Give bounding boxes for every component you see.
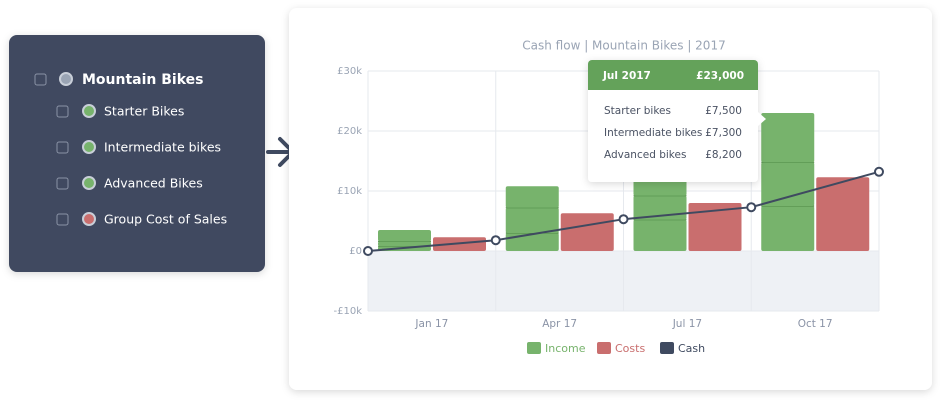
income-bar-segment [761, 206, 815, 251]
legend-label[interactable]: Costs [615, 342, 645, 355]
y-tick-label: £10k [337, 186, 362, 197]
radio[interactable] [59, 72, 73, 86]
tooltip-header [588, 60, 758, 90]
y-tick-label: £30k [337, 66, 362, 77]
panel-item: Starter Bikes [104, 104, 184, 119]
cost-bar [688, 203, 742, 251]
chart-title: Cash flow | Mountain Bikes | 2017 [522, 39, 725, 53]
radio[interactable] [82, 212, 96, 226]
income-bar-segment [761, 113, 815, 163]
panel-item: Advanced Bikes [104, 176, 203, 191]
x-tick-label: Apr 17 [542, 318, 577, 330]
checkbox[interactable] [56, 177, 69, 190]
tooltip-value: £7,500 [705, 105, 742, 117]
panel-item: Intermediate bikes [104, 140, 221, 155]
checkbox[interactable] [56, 213, 69, 226]
panel-item: Group Cost of Sales [104, 212, 227, 227]
cost-bar [816, 177, 870, 251]
tooltip-total: £23,000 [696, 70, 744, 82]
checkbox[interactable] [34, 73, 47, 86]
tooltip-label: Starter bikes [604, 105, 671, 117]
cost-bar [560, 213, 614, 251]
tooltip-box [588, 60, 758, 182]
legend-label[interactable]: Income [545, 342, 586, 355]
radio[interactable] [82, 176, 96, 190]
legend-label[interactable]: Cash [678, 342, 705, 355]
radio[interactable] [82, 104, 96, 118]
legend-swatch[interactable] [597, 342, 611, 354]
tooltip-value: £7,300 [705, 127, 742, 139]
income-bar-segment [505, 186, 559, 208]
checkbox[interactable] [56, 141, 69, 154]
income-bar-segment [761, 162, 815, 206]
y-tick-label: £20k [337, 126, 362, 137]
cash-point [363, 246, 373, 256]
tooltip-title: Jul 2017 [602, 70, 651, 82]
tooltip-label: Intermediate bikes [604, 127, 702, 139]
income-bar-segment [633, 219, 687, 251]
cash-point [746, 202, 757, 213]
income-bar-segment [378, 230, 431, 242]
filter-panel [9, 35, 265, 272]
x-tick-label: Oct 17 [798, 318, 833, 330]
x-tick-label: Jan 17 [414, 318, 448, 330]
y-tick-label: -£10k [334, 306, 363, 317]
tooltip-pointer [758, 112, 766, 126]
tooltip-value: £8,200 [705, 149, 742, 161]
panel-title: Mountain Bikes [82, 72, 204, 88]
income-bar-segment [505, 207, 559, 233]
checkbox[interactable] [56, 105, 69, 118]
tooltip-label: Advanced bikes [604, 149, 686, 161]
cash-point [618, 214, 629, 225]
cash-point [874, 166, 884, 177]
legend-swatch[interactable] [527, 342, 541, 354]
y-tick-label: £0 [349, 246, 362, 257]
income-bar-segment [378, 241, 431, 247]
cash-point [490, 235, 501, 246]
x-tick-label: Jul 17 [672, 318, 702, 330]
legend-swatch[interactable] [660, 342, 674, 354]
income-bar-segment [505, 233, 559, 251]
radio[interactable] [82, 140, 96, 154]
